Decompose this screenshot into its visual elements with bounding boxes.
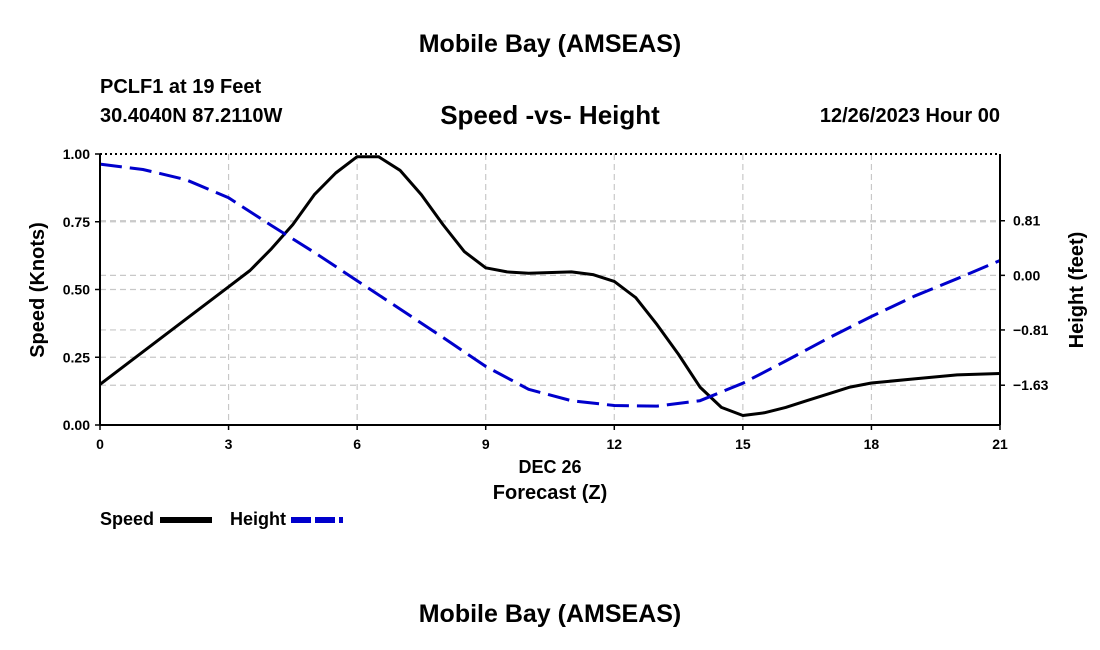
legend-speed-swatch <box>160 517 212 523</box>
chart-title: Speed -vs- Height <box>440 100 660 130</box>
x-tick-label: 0 <box>96 436 104 452</box>
height-series-line <box>99 162 1001 408</box>
bottom-title: Mobile Bay (AMSEAS) <box>418 600 682 628</box>
legend-height-swatch <box>291 517 343 523</box>
y-tick-label: 0.25 <box>63 349 90 365</box>
y2-tick-label: −0.81 <box>1013 322 1049 338</box>
y-tick-label: 1.00 <box>63 146 90 162</box>
y2-tick-label: 0.81 <box>1013 213 1040 229</box>
x-tick-label: 21 <box>992 436 1008 452</box>
station-label: PCLF1 at 19 Feet <box>100 76 262 98</box>
y-tick-label: 0.75 <box>63 214 90 230</box>
y2-axis-title: Height (feet) <box>1066 232 1088 349</box>
legend-height-label: Height <box>230 509 286 529</box>
y-axis-title: Speed (Knots) <box>27 222 49 358</box>
x-tick-label: 9 <box>482 436 490 452</box>
y-tick-label: 0.50 <box>63 282 90 298</box>
main-title: Mobile Bay (AMSEAS) <box>418 30 682 58</box>
coordinates-label: 30.4040N 87.2110W <box>100 105 283 127</box>
y-tick-label: 0.00 <box>63 417 90 433</box>
speed-series-line <box>99 155 1001 417</box>
axes-layer: 0 3 6 9 12 15 18 21 0.00 0.25 0.50 0.75 1.00 −1.63 −0.… <box>63 146 1049 452</box>
x-tick-label: 3 <box>225 436 233 452</box>
series-layer <box>99 155 1001 417</box>
legend-speed-label: Speed <box>100 509 155 529</box>
y2-tick-label: 0.00 <box>1013 267 1040 283</box>
x-tick-label: 6 <box>353 436 361 452</box>
y2-tick-label: −1.63 <box>1013 377 1049 393</box>
x-axis-title: Forecast (Z) <box>492 482 608 504</box>
x-tick-label: 18 <box>864 436 880 452</box>
datetime-label: 12/26/2023 Hour 00 <box>819 105 1000 127</box>
x-tick-label: 15 <box>735 436 751 452</box>
x-date-label: DEC 26 <box>518 457 582 477</box>
x-tick-label: 12 <box>606 436 622 452</box>
